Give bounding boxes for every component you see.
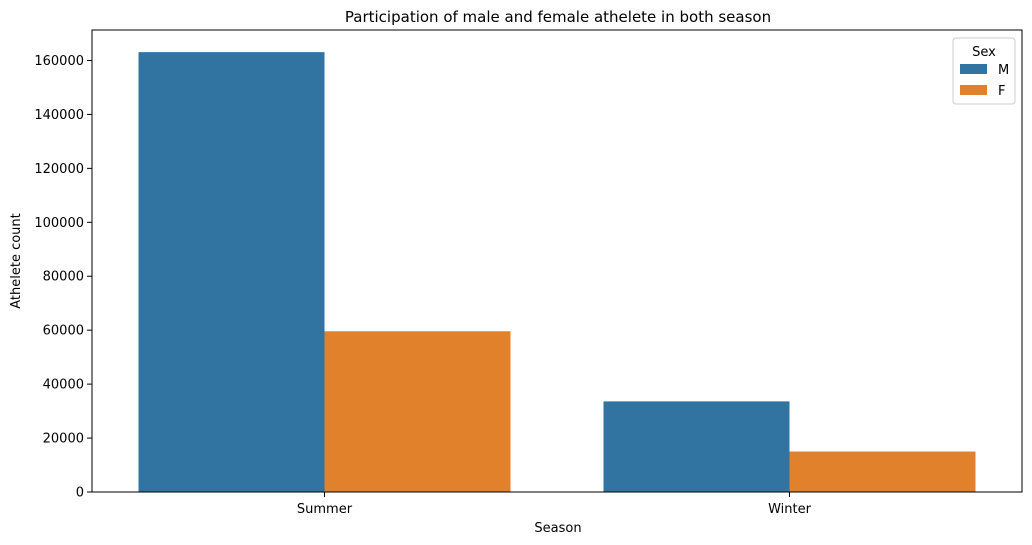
x-tick-label: Winter xyxy=(768,502,812,517)
y-tick-label: 100000 xyxy=(34,216,84,231)
bar-f-winter xyxy=(789,451,976,492)
y-tick-label: 160000 xyxy=(34,54,84,69)
legend-label-m: M xyxy=(998,63,1009,78)
x-axis-title: Season xyxy=(534,521,581,536)
y-axis-title: Athelete count xyxy=(9,213,24,309)
chart-title: Participation of male and female athelet… xyxy=(345,8,771,26)
legend-swatch-m xyxy=(960,64,987,74)
y-tick-label: 0 xyxy=(76,486,84,501)
legend: Sex M F xyxy=(952,37,1016,105)
x-axis: Summer Winter xyxy=(297,492,812,517)
x-tick-label: Summer xyxy=(297,502,353,517)
bar-f-summer xyxy=(324,331,511,492)
y-tick-label: 40000 xyxy=(43,378,84,393)
plot-frame xyxy=(91,29,1023,493)
y-tick-label: 60000 xyxy=(43,324,84,339)
y-tick-label: 20000 xyxy=(43,432,84,447)
bars-group xyxy=(138,52,976,492)
y-tick-label: 120000 xyxy=(34,162,84,177)
y-tick-label: 80000 xyxy=(43,270,84,285)
bar-m-summer xyxy=(138,52,325,492)
legend-swatch-f xyxy=(960,85,987,95)
y-axis: 0 20000 40000 60000 80000 100000 120000 140000 1… xyxy=(34,54,92,501)
legend-title: Sex xyxy=(972,45,996,60)
y-tick-label: 140000 xyxy=(34,108,84,123)
bar-m-winter xyxy=(603,401,790,492)
legend-label-f: F xyxy=(998,84,1005,99)
